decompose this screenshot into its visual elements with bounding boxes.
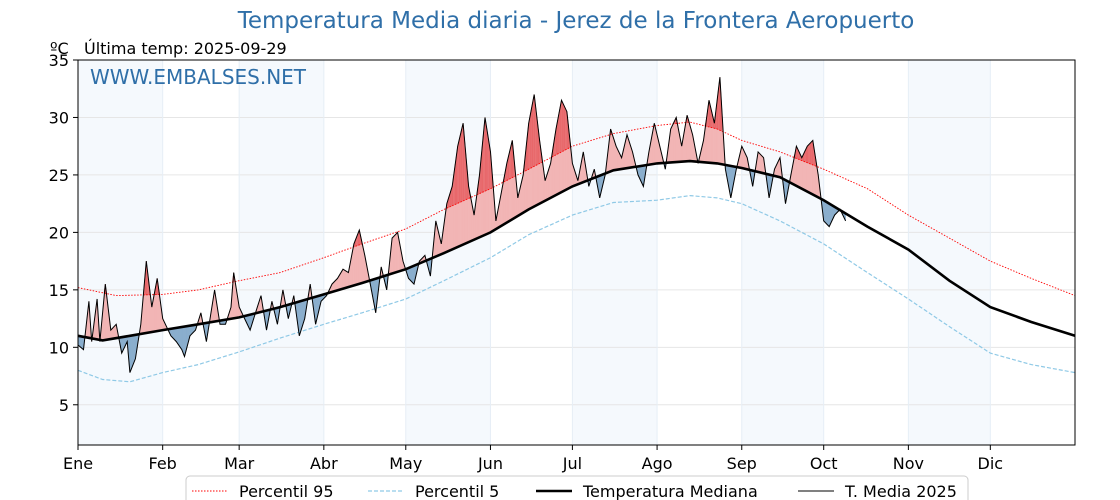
x-tick-label-mar: Mar [224,454,255,473]
x-tick-label-sep: Sep [727,454,757,473]
last-temp-label: Última temp: 2025-09-29 [84,39,287,58]
y-tick-label: 25 [49,166,69,185]
x-tick-label-ago: Ago [642,454,673,473]
x-tick-label-nov: Nov [893,454,924,473]
month-band-sep [741,60,824,445]
x-tick-label-dic: Dic [978,454,1004,473]
y-tick-label: 5 [59,396,69,415]
month-band-jul [572,60,658,445]
series-line-p5 [77,194,1076,383]
x-tick-label-feb: Feb [149,454,177,473]
y-tick-label: 30 [49,108,69,127]
x-tick-label-jun: Jun [477,454,503,473]
y-unit-label: ºC [50,39,69,58]
chart-legend: Percentil 95 Percentil 5 Temperatura Media… [185,475,969,500]
legend-label-median: Temperatura Mediana [582,482,758,500]
legend-label-p5: Percentil 5 [415,482,499,500]
series-line-2025 [77,77,847,373]
x-tick-label-ene: Ene [63,454,93,473]
legend-label-mean2025: T. Media 2025 [844,482,957,500]
chart-title: Temperatura Media diaria - Jerez de la F… [237,8,915,34]
legend-box [185,475,969,500]
x-axis-ticks: Ene Feb Mar Abr May Jun Jul Ago Sep Oct Nov Dic [63,445,1003,473]
month-band-nov [908,60,991,445]
x-tick-label-jul: Jul [562,454,582,473]
y-tick-label: 10 [49,338,69,357]
series-line-median [77,159,1076,342]
y-tick-label: 35 [49,51,69,70]
legend-label-p95: Percentil 95 [239,482,334,500]
y-tick-label: 20 [49,223,69,242]
x-tick-label-oct: Oct [810,454,838,473]
y-axis-ticks: 5 10 15 20 25 30 35 [49,51,78,415]
x-tick-label-abr: Abr [310,454,338,473]
series-lines [77,77,1076,383]
month-band-mar [239,60,324,445]
plot-frame [77,59,1076,446]
y-tick-label: 15 [49,281,69,300]
watermark: WWW.EMBALSES.NET [90,65,307,89]
x-tick-label-may: May [389,454,422,473]
